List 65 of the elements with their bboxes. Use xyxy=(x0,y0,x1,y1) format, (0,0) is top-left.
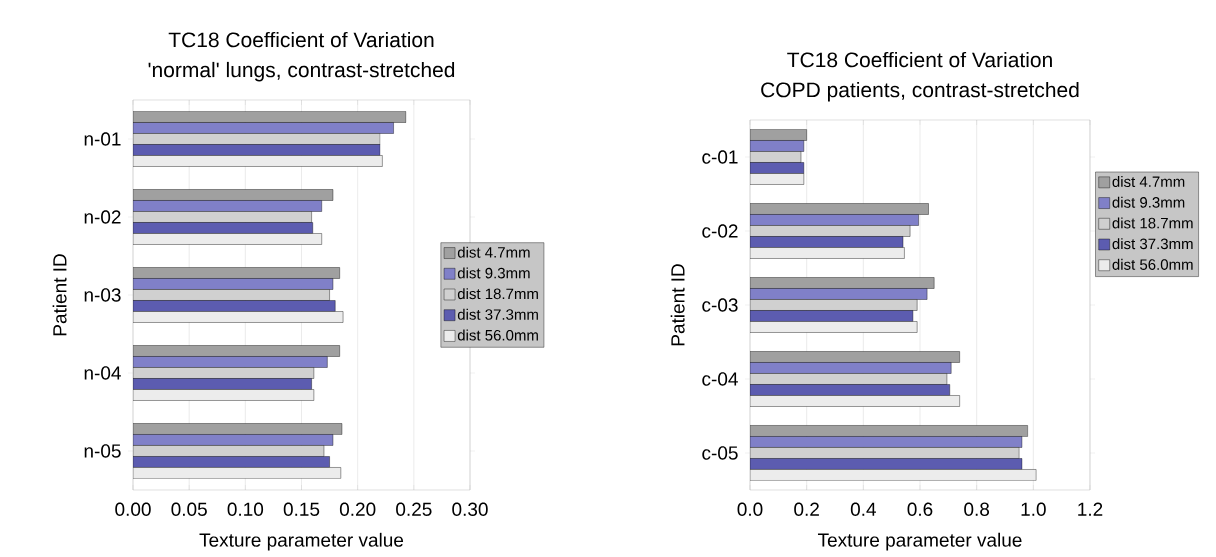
legend-label: dist 18.7mm xyxy=(1112,217,1193,229)
chart-subtitle: COPD patients, contrast-stretched xyxy=(761,81,1079,102)
bar xyxy=(750,436,1023,448)
bar xyxy=(133,233,322,245)
bar xyxy=(133,122,394,134)
x-tick-label: 0.05 xyxy=(171,502,207,517)
x-tick-label: 0.15 xyxy=(283,502,320,517)
bar xyxy=(133,467,342,479)
bar xyxy=(133,200,322,212)
legend-label: dist 56.0mm xyxy=(1112,258,1193,270)
y-tick-label: c-03 xyxy=(702,298,738,312)
y-axis-title: Patient ID xyxy=(670,264,685,346)
chart-title: TC18 Coefficient of Variation xyxy=(787,51,1052,68)
y-tick-label: n-04 xyxy=(84,366,121,380)
x-axis-title: Texture parameter value xyxy=(199,532,404,551)
legend-label: dist 18.7mm xyxy=(457,288,538,300)
bar xyxy=(133,423,343,435)
x-tick-label: 0.25 xyxy=(396,502,432,517)
x-tick-label: 0.00 xyxy=(115,502,151,517)
legend-label: dist 56.0mm xyxy=(457,329,538,341)
y-tick-label: c-02 xyxy=(702,224,738,238)
bar xyxy=(750,288,928,300)
bar xyxy=(133,311,344,323)
x-tick-label: 0.6 xyxy=(907,502,933,517)
x-tick-label: 0.10 xyxy=(227,502,264,517)
bar xyxy=(750,214,919,226)
bar xyxy=(750,203,929,215)
y-tick-label: n-05 xyxy=(84,444,121,458)
x-tick-label: 0.20 xyxy=(339,502,376,517)
bar xyxy=(133,389,315,401)
legend-label: dist 37.3mm xyxy=(1112,238,1193,250)
x-tick-label: 0.4 xyxy=(850,502,876,517)
bar xyxy=(133,345,340,357)
chart-title: TC18 Coefficient of Variation xyxy=(168,31,434,48)
bar xyxy=(133,434,334,446)
y-tick-label: n-01 xyxy=(84,132,121,146)
bar xyxy=(750,425,1028,437)
x-tick-label: 0.0 xyxy=(737,502,763,517)
bar xyxy=(750,351,960,363)
bar xyxy=(750,277,935,289)
legend-label: dist 37.3mm xyxy=(457,308,538,320)
chart-subtitle: 'normal' lungs, contrast-stretched xyxy=(148,61,455,82)
x-tick-label: 0.30 xyxy=(452,502,488,517)
legend-label: dist 9.3mm xyxy=(457,267,530,279)
bar xyxy=(133,189,334,201)
legend-label: dist 4.7mm xyxy=(457,246,530,258)
bar xyxy=(133,155,383,167)
legend-label: dist 9.3mm xyxy=(1112,196,1185,208)
y-tick-label: n-02 xyxy=(84,210,121,224)
x-tick-label: 1.0 xyxy=(1021,502,1046,517)
y-axis-title: Patient ID xyxy=(52,254,67,336)
x-tick-label: 0.2 xyxy=(794,502,819,517)
y-tick-label: n-03 xyxy=(84,288,121,302)
y-tick-label: c-05 xyxy=(702,446,738,460)
y-tick-label: c-01 xyxy=(702,150,738,164)
bar xyxy=(133,111,407,123)
bar xyxy=(133,267,340,279)
x-tick-label: 0.8 xyxy=(964,502,990,517)
x-axis-title: Texture parameter value xyxy=(817,532,1022,551)
legend-label: dist 4.7mm xyxy=(1112,176,1185,188)
bar xyxy=(133,278,334,290)
y-tick-label: c-04 xyxy=(702,372,738,386)
bar xyxy=(133,356,328,368)
bar xyxy=(750,362,952,374)
x-tick-label: 1.2 xyxy=(1078,502,1103,516)
